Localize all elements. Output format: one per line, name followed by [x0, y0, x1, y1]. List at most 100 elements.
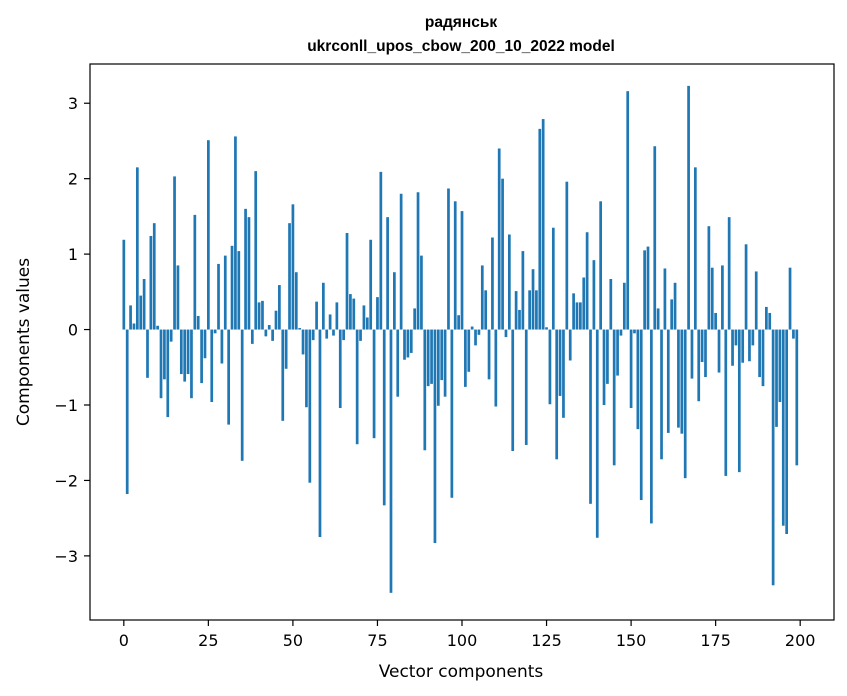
- x-axis-ticks: 0 25 50 75 100 125 150 175 200: [119, 620, 815, 650]
- bar-165: [680, 329, 684, 434]
- x-tick-label: 125: [531, 631, 562, 650]
- bar-13: [166, 329, 170, 418]
- bar-185: [748, 329, 751, 362]
- bar-9: [152, 223, 156, 330]
- x-tick-label: 100: [447, 631, 478, 650]
- bar-12: [163, 329, 166, 380]
- bar-116: [514, 291, 518, 330]
- chart-subtitle: ukrconll_upos_cbow_200_10_2022 model: [307, 38, 615, 55]
- bar-44: [271, 329, 274, 341]
- bar-197: [788, 267, 792, 330]
- bar-120: [528, 290, 531, 330]
- bar-106: [480, 265, 484, 330]
- bar-143: [606, 329, 609, 384]
- bar-161: [666, 329, 670, 433]
- bar-192: [771, 329, 775, 586]
- bar-130: [562, 329, 565, 418]
- bar-45: [274, 310, 278, 330]
- bar-177: [721, 265, 724, 330]
- bar-64: [338, 329, 342, 409]
- x-tick-label: 25: [198, 631, 218, 650]
- bar-145: [612, 329, 616, 466]
- bar-137: [585, 232, 589, 330]
- bar-78: [386, 217, 389, 330]
- bar-117: [518, 309, 521, 330]
- bar-28: [217, 263, 220, 330]
- chart-title: радянськ: [425, 14, 497, 31]
- bar-35: [240, 329, 244, 461]
- bar-37: [247, 217, 251, 330]
- bar-59: [321, 282, 325, 330]
- bar-123: [538, 128, 542, 330]
- bar-110: [494, 329, 498, 407]
- bar-51: [294, 272, 298, 330]
- bar-122: [535, 290, 538, 330]
- bar-53: [301, 329, 305, 355]
- bar-90: [426, 329, 430, 387]
- bar-124: [541, 119, 545, 330]
- bar-160: [663, 268, 667, 330]
- bar-191: [768, 312, 772, 330]
- bar-148: [622, 282, 626, 330]
- bar-62: [332, 329, 335, 336]
- bar-19: [186, 329, 190, 375]
- y-tick-label: −2: [54, 471, 78, 490]
- bar-173: [707, 226, 711, 330]
- y-axis-label: Components values: [14, 258, 34, 426]
- bar-135: [579, 302, 582, 330]
- bar-103: [470, 326, 474, 330]
- bar-24: [203, 329, 207, 359]
- bar-91: [430, 329, 433, 384]
- bar-25: [207, 140, 210, 330]
- bar-1: [125, 329, 129, 495]
- bar-66: [345, 232, 349, 330]
- plot-frame: [89, 63, 835, 621]
- bar-65: [342, 329, 345, 341]
- bar-154: [643, 250, 646, 330]
- bar-180: [731, 329, 734, 366]
- bar-81: [396, 329, 400, 397]
- bar-36: [244, 208, 247, 330]
- bar-79: [389, 329, 393, 593]
- bar-6: [142, 279, 146, 330]
- bar-40: [257, 302, 261, 330]
- bar-97: [450, 329, 454, 498]
- bar-20: [190, 329, 193, 399]
- bar-11: [159, 329, 163, 399]
- bar-17: [179, 329, 183, 375]
- bar-140: [595, 329, 599, 538]
- bar-189: [761, 329, 765, 387]
- bar-67: [349, 294, 352, 330]
- x-tick-label: 0: [119, 631, 129, 650]
- bar-21: [193, 214, 197, 330]
- y-tick-label: −3: [54, 547, 78, 566]
- bar-50: [291, 204, 295, 330]
- bar-142: [602, 329, 606, 405]
- bar-149: [626, 91, 630, 330]
- bar-112: [501, 178, 504, 330]
- bar-118: [521, 251, 525, 330]
- bar-127: [551, 227, 555, 330]
- bar-93: [436, 329, 440, 406]
- bar-82: [399, 193, 403, 330]
- bar-157: [653, 146, 657, 330]
- bar-52: [298, 328, 302, 330]
- bar-184: [744, 244, 748, 330]
- bar-22: [196, 315, 200, 330]
- bar-147: [619, 329, 623, 336]
- bar-114: [507, 234, 511, 330]
- bar-141: [599, 201, 603, 330]
- bar-195: [781, 329, 785, 526]
- bar-68: [352, 298, 356, 330]
- y-tick-label: −1: [54, 396, 78, 415]
- bar-8: [149, 236, 153, 330]
- bar-84: [406, 329, 410, 358]
- bar-196: [785, 329, 789, 534]
- bar-56: [311, 329, 315, 341]
- bar-107: [484, 290, 488, 330]
- bar-133: [572, 293, 575, 330]
- bar-119: [524, 329, 528, 445]
- bar-75: [376, 297, 379, 330]
- bar-96: [447, 188, 450, 330]
